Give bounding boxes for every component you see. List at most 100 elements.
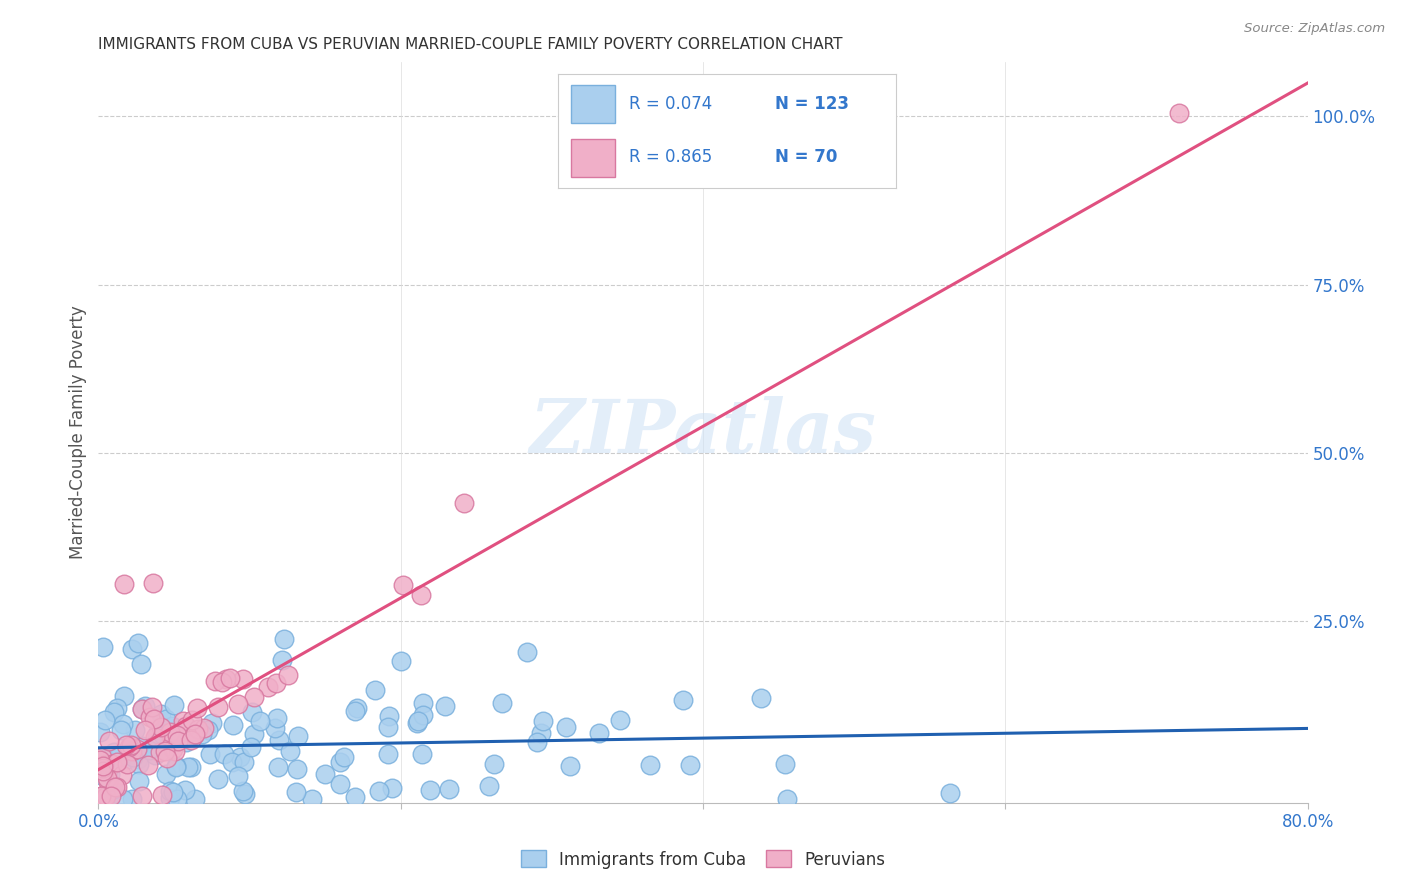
Point	[165, 758, 187, 772]
Point	[159, 724, 181, 739]
Point	[134, 699, 156, 714]
Point	[183, 728, 205, 742]
Point	[112, 577, 135, 591]
Point	[89, 724, 111, 739]
Point	[198, 747, 221, 761]
Point	[214, 672, 236, 686]
Point	[287, 730, 309, 744]
Point	[141, 700, 163, 714]
Point	[128, 757, 150, 772]
Point	[222, 718, 245, 732]
Point	[93, 758, 115, 772]
Point	[118, 740, 141, 755]
Point	[389, 654, 412, 668]
Point	[100, 789, 122, 803]
Point	[531, 714, 554, 728]
Point	[378, 709, 401, 723]
Point	[160, 731, 183, 745]
Point	[174, 719, 197, 733]
Point	[152, 728, 174, 742]
Point	[94, 751, 117, 765]
Point	[165, 728, 187, 742]
Point	[96, 789, 118, 803]
Point	[263, 721, 285, 735]
Point	[143, 730, 166, 744]
Point	[165, 760, 187, 774]
Point	[558, 759, 581, 773]
Point	[555, 719, 578, 733]
Point	[166, 734, 188, 748]
Point	[193, 722, 215, 736]
Point	[117, 751, 139, 765]
Point	[131, 702, 153, 716]
Point	[104, 780, 127, 795]
Point	[155, 712, 177, 726]
Point	[150, 788, 173, 802]
Point	[232, 673, 254, 687]
Point	[134, 723, 156, 738]
Point	[91, 758, 114, 772]
Point	[162, 742, 184, 756]
Point	[129, 657, 152, 672]
Point	[91, 761, 114, 775]
Point	[232, 784, 254, 798]
Point	[516, 645, 538, 659]
Point	[411, 588, 433, 602]
Point	[679, 757, 702, 772]
Point	[153, 744, 176, 758]
Point	[156, 750, 179, 764]
Point	[412, 708, 434, 723]
Point	[162, 698, 184, 712]
Point	[146, 727, 169, 741]
Point	[240, 705, 263, 719]
Point	[219, 672, 242, 686]
Point	[672, 693, 695, 707]
Point	[184, 727, 207, 741]
Point	[301, 792, 323, 806]
Point	[478, 779, 501, 793]
Point	[267, 760, 290, 774]
Point	[159, 783, 181, 797]
Point	[180, 760, 202, 774]
Point	[107, 748, 129, 763]
Point	[181, 713, 204, 727]
Point	[138, 758, 160, 772]
Point	[149, 707, 172, 722]
Point	[121, 744, 143, 758]
Point	[207, 772, 229, 786]
Point	[122, 749, 145, 764]
Point	[278, 744, 301, 758]
Point	[110, 723, 132, 737]
Point	[1168, 106, 1191, 120]
Point	[405, 716, 427, 731]
Point	[434, 699, 457, 714]
Point	[773, 757, 796, 772]
Point	[343, 790, 366, 805]
Point	[391, 578, 413, 592]
Point	[97, 792, 120, 806]
Point	[103, 705, 125, 719]
Point	[243, 690, 266, 704]
Point	[273, 632, 295, 646]
Point	[105, 755, 128, 769]
Point	[314, 767, 336, 781]
Point	[93, 713, 115, 727]
Point	[112, 689, 135, 703]
Point	[138, 743, 160, 757]
Point	[124, 723, 146, 737]
Point	[211, 675, 233, 690]
Point	[609, 713, 631, 727]
Point	[128, 773, 150, 788]
Point	[257, 680, 280, 694]
Point	[105, 780, 128, 794]
Point	[749, 691, 772, 706]
Point	[381, 780, 404, 795]
Point	[264, 675, 287, 690]
Point	[333, 750, 356, 764]
Point	[174, 735, 197, 749]
Point	[408, 714, 430, 729]
Point	[939, 786, 962, 800]
Point	[96, 772, 118, 786]
Point	[201, 716, 224, 731]
Point	[160, 718, 183, 732]
